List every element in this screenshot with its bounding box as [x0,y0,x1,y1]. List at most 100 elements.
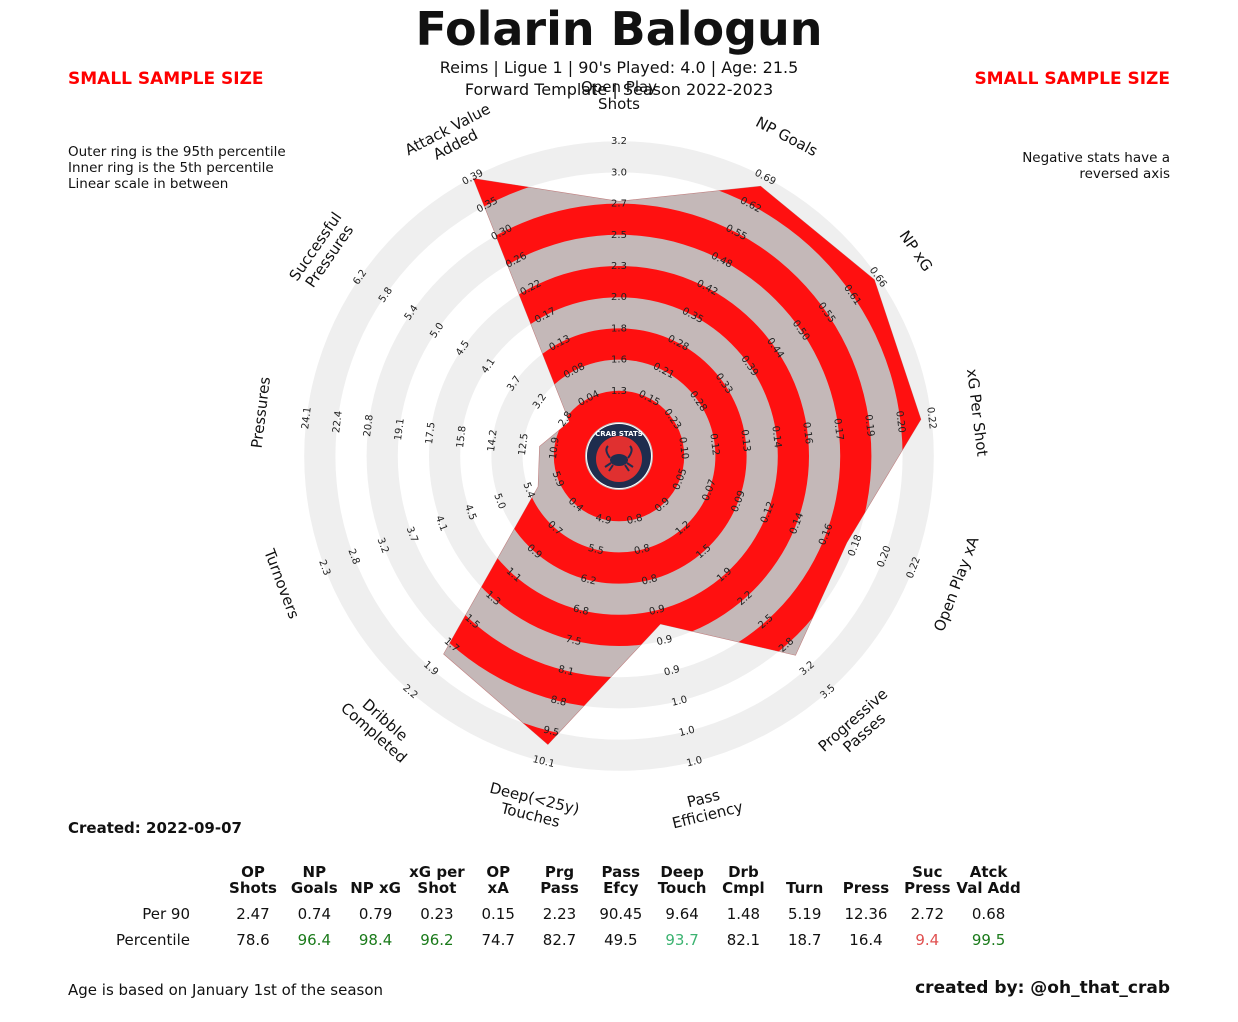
tick-label: 3.0 [611,167,627,178]
tick-label: 1.0 [678,725,696,739]
tick-label: 4.5 [462,503,478,522]
tick-label: 0.17 [831,418,845,441]
table-cell-percentile: 99.5 [971,931,1006,949]
tick-label: 0.16 [800,421,814,444]
tick-label: 2.0 [611,292,627,303]
axis-label: PassEfficiency [666,781,745,830]
table-cell-percentile: 9.4 [915,931,940,949]
table-cell-per90: 12.36 [844,905,888,923]
table-header: Deep Touch [657,863,707,897]
page-title: Folarin Balogun [415,2,823,56]
table-header: NP xG [350,879,401,897]
table-header: OP Shots [229,863,277,897]
reversed-note-line: Negative stats have a [1022,150,1170,166]
table-cell-percentile: 78.6 [236,931,270,949]
axis-label: Pressures [248,376,275,450]
tick-label: 15.8 [455,425,469,448]
tick-label: 0.19 [862,414,876,437]
tick-label: 2.7 [611,199,627,210]
table-header: Atck Val Add [956,863,1021,897]
tick-label: 19.1 [393,418,407,441]
axis-label-line: Pressures [248,376,275,450]
axis-label-line: Turnovers [260,546,303,622]
table-cell-per90: 0.74 [297,905,331,923]
tick-label: 0.22 [924,406,938,429]
table-cell-per90: 9.64 [665,905,699,923]
tick-label: 2.3 [316,558,332,577]
table-cell-per90: 1.48 [726,905,761,923]
tick-label: 22.4 [331,410,345,433]
tick-label: 5.0 [491,492,507,511]
axis-label-line: Open Play [581,78,657,96]
subtitle-template: Forward Template | Season 2022-2023 [464,80,774,99]
axis-label: Deep(<25y)Touches [484,779,581,830]
table-cell-per90: 2.23 [542,905,577,923]
table-cell-percentile: 82.1 [726,931,761,949]
tick-label: 10.9 [548,436,562,459]
table-cell-percentile: 82.7 [542,931,577,949]
tick-label: 0.14 [769,425,783,448]
axis-label: Turnovers [260,546,303,622]
tick-label: 10.1 [531,754,555,770]
table-cell-percentile: 93.7 [665,931,699,949]
tick-label: 0.9 [656,634,674,648]
axis-label-line: Shots [598,95,640,113]
table-cell-percentile: 96.2 [420,931,454,949]
tick-label: 5.5 [587,543,605,557]
tick-label: 3.2 [611,136,627,147]
tick-label: 14.2 [486,429,500,452]
table-cell-per90: 0.23 [420,905,454,923]
tick-label: 6.2 [579,573,597,587]
tick-label: 24.1 [300,406,314,429]
tick-label: 1.3 [611,386,627,397]
axis-label-line: NP xG [896,227,937,275]
axis-label-line: NP Goals [753,113,821,160]
tick-label: 20.8 [362,414,376,437]
table-cell-per90: 5.19 [787,905,822,923]
axis-label: Attack ValueAdded [402,100,501,175]
logo-text: CRAB STATS [595,430,643,438]
tick-label: 0.9 [648,603,666,617]
table-header: Pass Efcy [601,863,641,897]
tick-label: 0.8 [626,513,644,527]
table-cell-percentile: 96.4 [297,931,331,949]
axis-label: Open Play Shots [581,78,657,113]
tick-label: 0.20 [893,410,907,433]
tick-label: 1.0 [685,755,703,769]
tick-label: 3.7 [404,525,420,544]
table-header: xG per Shot [409,863,465,897]
tick-label: 17.5 [424,421,438,444]
tick-label: 0.8 [641,573,659,587]
tick-label: 1.6 [611,355,627,366]
tick-label: 3.2 [375,536,391,555]
scale-note-line: Outer ring is the 95th percentile [68,144,286,160]
axis-label: NP Goals [753,113,821,160]
tick-label: 2.5 [611,230,627,241]
created-date: Created: 2022-09-07 [68,819,242,837]
tick-label: 2.3 [611,261,627,272]
table-cell-per90: 0.79 [358,905,393,923]
tick-label: 2.8 [345,547,361,566]
tick-label: 0.10 [676,436,690,459]
table-cell-per90: 2.72 [910,905,944,923]
table-header: Press [842,879,890,897]
tick-label: 4.9 [594,513,612,527]
tick-label: 1.0 [670,694,688,708]
tick-label: 0.12 [707,433,721,456]
tick-label: 0.13 [738,429,752,452]
table-cell-percentile: 74.7 [481,931,515,949]
scale-note-line: Linear scale in between [68,176,229,192]
tick-label: 6.8 [572,603,590,617]
axis-label: xG Per Shot [963,368,991,458]
tick-label: 5.4 [520,481,536,500]
table-header: OP xA [486,863,511,897]
table-header: Drb Cmpl [722,863,765,897]
credit: created by: @oh_that_crab [915,978,1170,998]
table-cell-per90: 0.15 [481,905,515,923]
polygon-bands [443,178,921,745]
table-cell-percentile: 98.4 [358,931,393,949]
tick-label: 9.5 [542,725,560,739]
tick-label: 12.5 [517,433,531,456]
table-header: Turn [786,879,824,897]
table-cell-percentile: 18.7 [787,931,822,949]
